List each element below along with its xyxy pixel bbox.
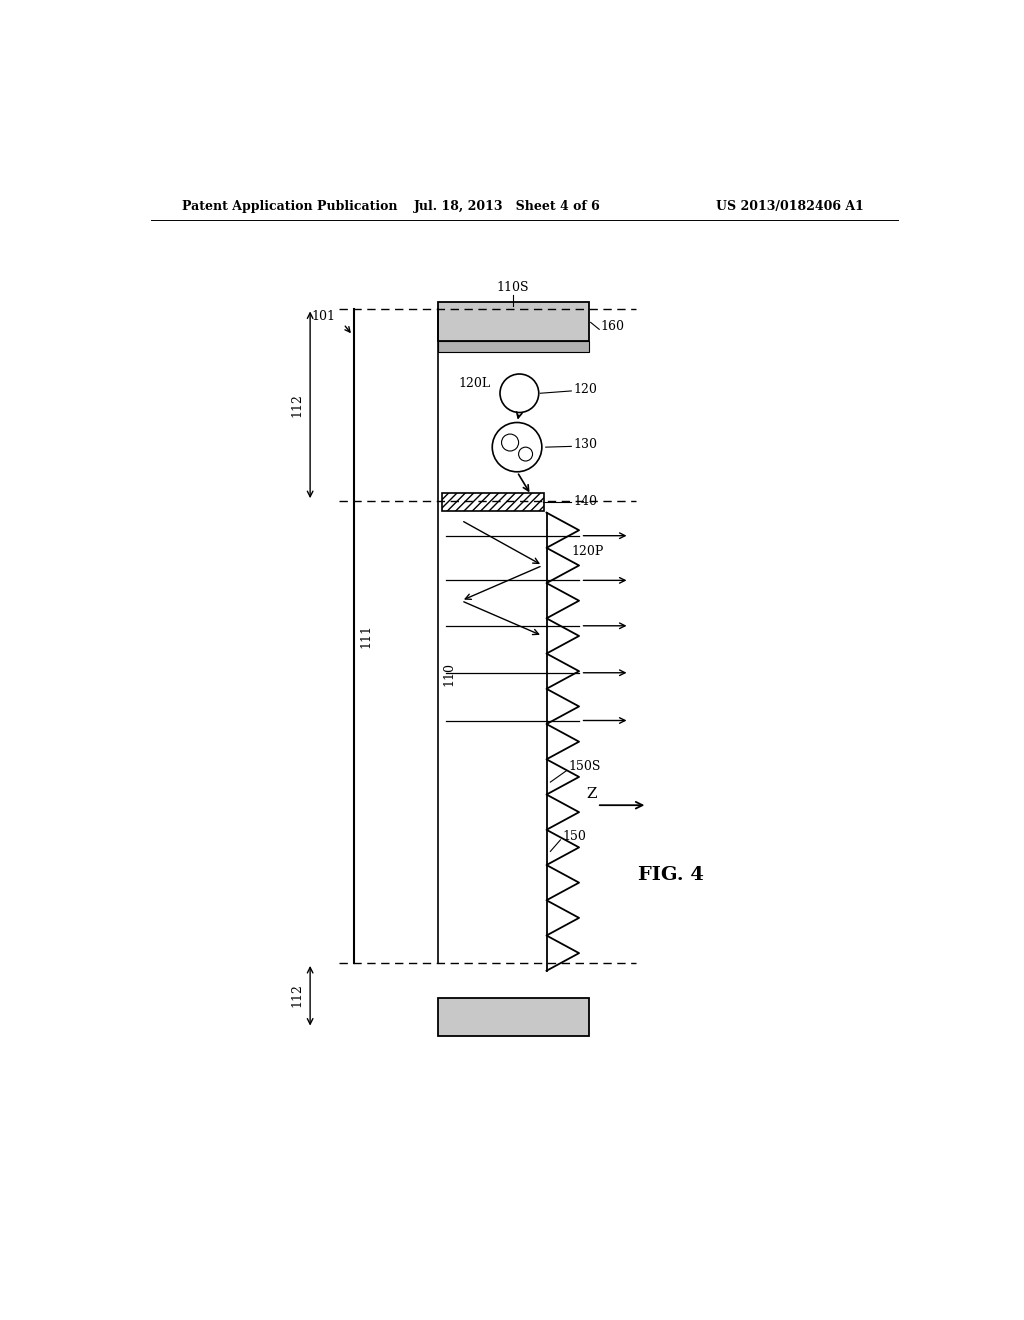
Text: 130: 130: [573, 438, 598, 451]
Text: 150: 150: [562, 829, 586, 842]
Bar: [438, 341, 589, 351]
Bar: [438, 998, 589, 1036]
Text: 110S: 110S: [497, 281, 529, 294]
Bar: [442, 494, 544, 511]
Text: 111: 111: [359, 624, 372, 648]
Bar: [438, 302, 589, 341]
Text: 150S: 150S: [568, 760, 600, 774]
Text: 110: 110: [442, 663, 456, 686]
Text: 120: 120: [573, 383, 597, 396]
Text: FIG. 4: FIG. 4: [638, 866, 703, 883]
Text: 120P: 120P: [571, 545, 604, 557]
Text: 140: 140: [573, 495, 598, 508]
Text: 112: 112: [291, 393, 304, 417]
Text: 160: 160: [601, 319, 625, 333]
Text: US 2013/0182406 A1: US 2013/0182406 A1: [717, 201, 864, 214]
Text: Jul. 18, 2013   Sheet 4 of 6: Jul. 18, 2013 Sheet 4 of 6: [415, 201, 601, 214]
Text: Z: Z: [586, 787, 597, 801]
Text: 120L: 120L: [459, 376, 490, 389]
Text: 101: 101: [311, 310, 336, 323]
Text: 112: 112: [291, 983, 304, 1007]
Text: Patent Application Publication: Patent Application Publication: [182, 201, 397, 214]
